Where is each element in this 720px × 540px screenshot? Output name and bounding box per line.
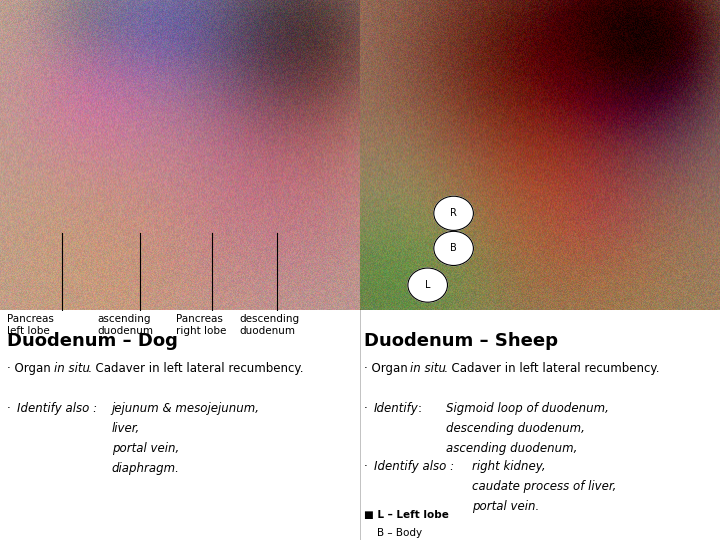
Text: descending
duodenum: descending duodenum bbox=[240, 314, 300, 336]
Text: caudate process of liver,: caudate process of liver, bbox=[472, 480, 616, 493]
Text: L: L bbox=[425, 280, 431, 290]
Text: ■ L – Left lobe: ■ L – Left lobe bbox=[364, 510, 449, 521]
Text: B – Body: B – Body bbox=[377, 528, 422, 538]
Text: B: B bbox=[450, 244, 457, 253]
Text: Pancreas
left lobe: Pancreas left lobe bbox=[7, 314, 54, 336]
Text: · Organ: · Organ bbox=[364, 362, 411, 375]
Text: :: : bbox=[418, 402, 422, 415]
Text: in situ: in situ bbox=[54, 362, 90, 375]
Circle shape bbox=[408, 268, 447, 302]
Text: Identify also :: Identify also : bbox=[17, 402, 101, 415]
Circle shape bbox=[433, 196, 474, 231]
Text: Duodenum – Dog: Duodenum – Dog bbox=[7, 332, 178, 350]
Text: jejunum & mesojejunum,: jejunum & mesojejunum, bbox=[112, 402, 260, 415]
Text: Sigmoid loop of duodenum,: Sigmoid loop of duodenum, bbox=[446, 402, 609, 415]
Text: Identify also :: Identify also : bbox=[374, 460, 457, 473]
Text: ·: · bbox=[364, 460, 371, 473]
Text: diaphragm.: diaphragm. bbox=[112, 462, 179, 475]
Text: ascending duodenum,: ascending duodenum, bbox=[446, 442, 577, 455]
Text: portal vein.: portal vein. bbox=[472, 500, 539, 513]
Text: ascending
duodenum: ascending duodenum bbox=[97, 314, 153, 336]
Text: . Cadaver in left lateral recumbency.: . Cadaver in left lateral recumbency. bbox=[444, 362, 660, 375]
Text: . Cadaver in left lateral recumbency.: . Cadaver in left lateral recumbency. bbox=[88, 362, 303, 375]
Text: ·: · bbox=[7, 402, 14, 415]
Text: right kidney,: right kidney, bbox=[472, 460, 545, 473]
Text: ·: · bbox=[364, 402, 371, 415]
Text: R: R bbox=[450, 208, 457, 218]
Text: in situ: in situ bbox=[410, 362, 446, 375]
Text: descending duodenum,: descending duodenum, bbox=[446, 422, 585, 435]
Text: portal vein,: portal vein, bbox=[112, 442, 179, 455]
Text: liver,: liver, bbox=[112, 422, 140, 435]
Circle shape bbox=[433, 231, 474, 266]
Text: Pancreas
right lobe: Pancreas right lobe bbox=[176, 314, 227, 336]
Text: Duodenum – Sheep: Duodenum – Sheep bbox=[364, 332, 557, 350]
Text: · Organ: · Organ bbox=[7, 362, 55, 375]
Text: Identify: Identify bbox=[374, 402, 418, 415]
